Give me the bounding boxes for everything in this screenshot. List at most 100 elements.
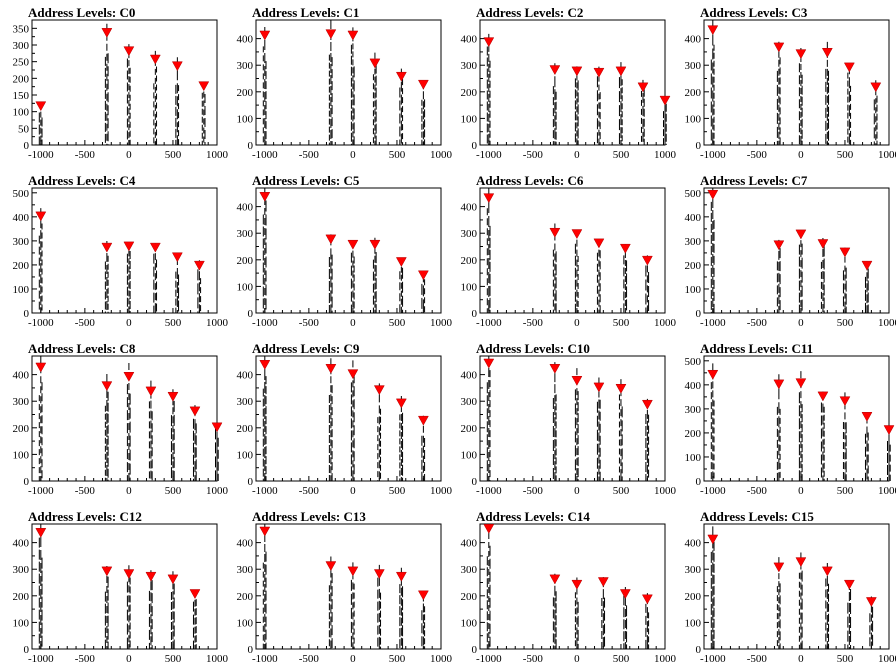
- chart-panel-15: Address Levels: C15 0 100 200 300 400 -1000 -50…: [672, 504, 896, 672]
- data-point-2: [795, 378, 807, 389]
- spike-5: [192, 590, 197, 649]
- data-point-0: [259, 360, 271, 370]
- x-tick-label: 1000: [654, 653, 677, 665]
- x-tick-label: -1000: [28, 149, 54, 161]
- chart-title: Address Levels: C4: [28, 173, 136, 188]
- data-point-4: [171, 252, 183, 263]
- x-tick-label: -1000: [252, 653, 278, 665]
- y-tick-label: 400: [13, 538, 30, 550]
- data-point-5: [198, 81, 210, 92]
- spike-5: [421, 81, 426, 145]
- x-tick-label: 0: [126, 653, 132, 665]
- chart-panel-5: Address Levels: C5 0 100 200 300 400 -1000 -500…: [224, 168, 453, 336]
- spike-0: [262, 356, 267, 481]
- data-point-4: [395, 71, 407, 82]
- data-point-5: [641, 255, 653, 266]
- data-point-0: [35, 101, 47, 112]
- spike-1: [104, 566, 109, 649]
- y-tick-label: 200: [13, 591, 30, 603]
- y-tick-label: 400: [237, 370, 254, 382]
- y-tick-label: 0: [24, 140, 30, 152]
- y-tick-label: 350: [13, 23, 30, 35]
- chart-svg: Address Levels: C0 0 50 100 150 200 250 300 350 -…: [13, 5, 229, 161]
- y-tick-label: 100: [685, 452, 702, 464]
- data-point-3: [369, 239, 381, 250]
- spike-4: [170, 389, 175, 481]
- y-tick-label: 400: [685, 380, 702, 392]
- plot-frame: [31, 19, 218, 146]
- x-tick-label: 1000: [430, 485, 453, 497]
- spike-4: [399, 258, 404, 313]
- y-tick-label: 0: [696, 476, 702, 488]
- y-tick-label: 0: [696, 308, 702, 320]
- chart-svg: Address Levels: C1 0 100 200 300 400 -1000 -500…: [237, 5, 453, 161]
- spike-4: [623, 243, 628, 313]
- x-tick-label: -1000: [28, 485, 54, 497]
- x-tick-label: 1000: [206, 485, 229, 497]
- plot-frame: [703, 523, 890, 650]
- spike-3: [372, 237, 377, 313]
- spike-3: [596, 377, 601, 481]
- chart-panel-10: Address Levels: C10 0 100 200 300 400 -1000 -50…: [448, 336, 677, 504]
- x-tick-label: 1000: [206, 149, 229, 161]
- spike-1: [552, 362, 557, 481]
- spike-4: [847, 63, 852, 145]
- data-point-2: [347, 30, 359, 41]
- y-tick-label: 300: [13, 564, 30, 576]
- y-tick-label: 300: [237, 228, 254, 240]
- x-tick-label: 500: [837, 149, 854, 161]
- chart-panel-6: Address Levels: C6 0 100 200 300 400 -1000 -500…: [448, 168, 677, 336]
- spike-4: [399, 68, 404, 145]
- spike-4: [175, 253, 180, 313]
- x-tick-label: 500: [165, 149, 182, 161]
- y-tick-label: 300: [13, 236, 30, 248]
- spike-0: [710, 363, 715, 481]
- data-point-2: [347, 566, 359, 577]
- data-point-0: [707, 534, 719, 545]
- data-point-2: [571, 229, 583, 240]
- y-tick-label: 200: [461, 423, 478, 435]
- chart-title: Address Levels: C11: [700, 341, 813, 356]
- data-point-0: [483, 524, 495, 534]
- spike-1: [776, 557, 781, 649]
- data-point-0: [259, 30, 271, 41]
- data-point-5: [641, 399, 653, 410]
- y-tick-label: 500: [685, 188, 702, 200]
- spike-5: [645, 398, 650, 481]
- x-tick-label: 0: [126, 149, 132, 161]
- plot-frame: [479, 355, 666, 482]
- x-tick-label: 0: [798, 149, 804, 161]
- data-point-1: [325, 364, 337, 374]
- x-tick-label: 500: [389, 485, 406, 497]
- data-point-6: [883, 425, 895, 436]
- x-tick-label: -1000: [700, 485, 726, 497]
- y-tick-label: 300: [237, 60, 254, 72]
- spike-0: [486, 188, 491, 313]
- y-tick-label: 100: [237, 281, 254, 293]
- spike-1: [104, 240, 109, 313]
- chart-panel-1: Address Levels: C1 0 100 200 300 400 -1000 -500…: [224, 0, 453, 168]
- data-point-0: [483, 193, 495, 204]
- x-tick-label: 1000: [654, 317, 677, 329]
- data-point-2: [571, 579, 583, 590]
- plot-frame: [479, 523, 666, 650]
- y-tick-label: 400: [461, 202, 478, 214]
- spike-3: [148, 570, 153, 649]
- plot-frame: [479, 19, 666, 146]
- spike-0: [262, 26, 267, 145]
- y-tick-label: 300: [13, 396, 30, 408]
- spike-1: [776, 239, 781, 313]
- y-tick-label: 200: [685, 87, 702, 99]
- y-tick-label: 0: [696, 644, 702, 656]
- data-point-3: [593, 67, 605, 78]
- chart-svg: Address Levels: C6 0 100 200 300 400 -1000 -500…: [461, 173, 677, 329]
- chart-svg: Address Levels: C5 0 100 200 300 400 -1000 -500…: [237, 173, 453, 329]
- x-tick-label: -500: [747, 317, 768, 329]
- spike-3: [596, 66, 601, 145]
- chart-svg: Address Levels: C14 0 100 200 300 400 -1000 -50…: [461, 509, 677, 665]
- data-point-2: [347, 369, 359, 380]
- x-tick-label: -500: [299, 317, 320, 329]
- data-point-2: [123, 372, 135, 382]
- y-tick-label: 200: [685, 591, 702, 603]
- y-tick-label: 300: [461, 228, 478, 240]
